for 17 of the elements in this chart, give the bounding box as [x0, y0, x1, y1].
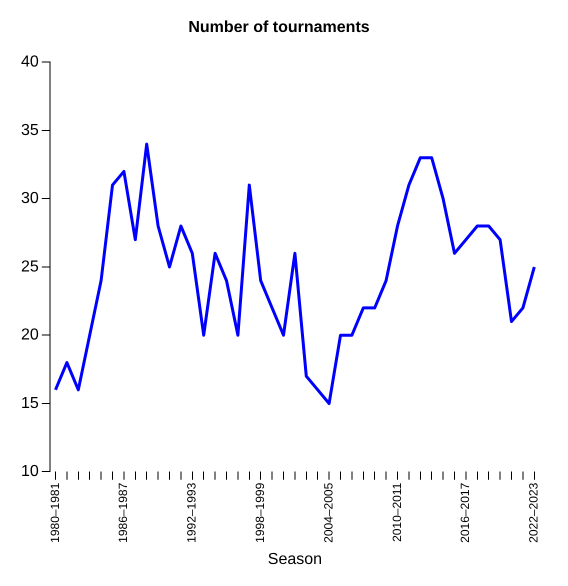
x-axis-title: Season: [268, 550, 322, 568]
y-tick-label: 25: [21, 258, 39, 276]
chart-title: Number of tournaments: [188, 19, 370, 36]
x-tick-label: 2016–2017: [458, 482, 472, 543]
x-tick-label: 1980–1981: [48, 482, 62, 543]
y-tick-label: 10: [21, 463, 39, 480]
y-tick-label: 20: [21, 326, 39, 344]
y-tick-label: 35: [21, 122, 39, 139]
x-tick-label: 2022–2023: [526, 482, 541, 543]
x-tick-label: 1998–1999: [253, 482, 268, 543]
x-tick-label: 2010–2011: [390, 482, 404, 542]
y-tick-label: 30: [21, 190, 39, 208]
x-tick-label: 1986–1987: [116, 482, 130, 543]
y-tick-label: 15: [21, 394, 39, 412]
y-tick-label: 40: [21, 54, 39, 71]
x-tick-label: 2004–2005: [321, 482, 336, 543]
x-tick-label: 1992–1993: [184, 482, 199, 543]
